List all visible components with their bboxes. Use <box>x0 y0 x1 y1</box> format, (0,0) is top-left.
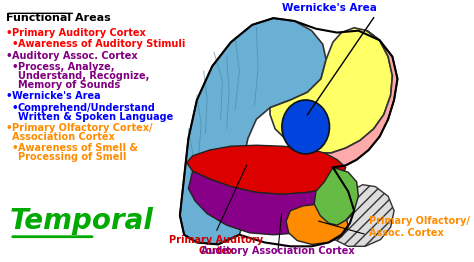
Text: Wernicke's Area: Wernicke's Area <box>282 3 377 13</box>
Text: Auditory Association Cortex: Auditory Association Cortex <box>201 246 355 256</box>
Polygon shape <box>270 28 392 153</box>
Text: •: • <box>11 143 18 153</box>
Text: Association Cortex: Association Cortex <box>11 132 114 142</box>
Text: •: • <box>6 91 12 101</box>
Polygon shape <box>187 145 346 194</box>
Text: Process, Analyze,: Process, Analyze, <box>18 62 114 72</box>
Text: Functional Areas: Functional Areas <box>6 13 110 23</box>
Polygon shape <box>324 185 394 246</box>
Polygon shape <box>180 18 326 244</box>
Text: Wernicke's Area: Wernicke's Area <box>11 91 100 101</box>
Text: Primary Auditory
Cortex: Primary Auditory Cortex <box>169 235 264 256</box>
Text: Temporal: Temporal <box>10 207 154 235</box>
Text: Memory of Sounds: Memory of Sounds <box>18 80 120 90</box>
Text: •: • <box>6 123 12 133</box>
Polygon shape <box>286 204 348 244</box>
Text: Comprehend/Understand: Comprehend/Understand <box>18 103 155 113</box>
Text: Primary Auditory Cortex: Primary Auditory Cortex <box>11 28 146 38</box>
Text: Understand, Recognize,: Understand, Recognize, <box>18 71 149 81</box>
Polygon shape <box>314 167 358 225</box>
Text: Primary Olfactory/
Assoc. Cortex: Primary Olfactory/ Assoc. Cortex <box>369 216 469 238</box>
Text: •: • <box>11 62 18 72</box>
Text: •: • <box>11 103 18 113</box>
Text: Primary Olfactory Cortex/: Primary Olfactory Cortex/ <box>11 123 152 133</box>
Circle shape <box>282 100 329 154</box>
Text: •: • <box>6 28 12 38</box>
Polygon shape <box>289 31 398 167</box>
Text: Awareness of Smell &: Awareness of Smell & <box>18 143 137 153</box>
Text: Awareness of Auditory Stimuli: Awareness of Auditory Stimuli <box>18 39 185 49</box>
Text: •: • <box>6 51 12 61</box>
Polygon shape <box>188 171 348 235</box>
Text: Processing of Smell: Processing of Smell <box>18 152 126 162</box>
Text: Written & Spoken Language: Written & Spoken Language <box>18 112 173 122</box>
Text: Auditory Assoc. Cortex: Auditory Assoc. Cortex <box>11 51 137 61</box>
Text: •: • <box>11 39 18 49</box>
